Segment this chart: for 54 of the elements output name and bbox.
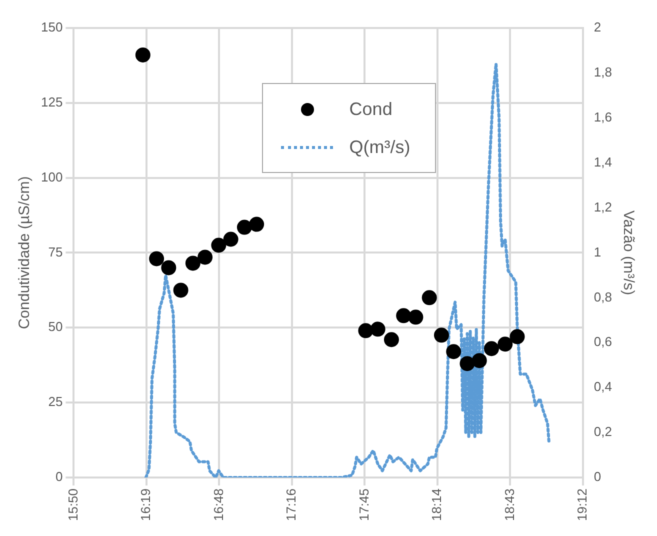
x-tick-label: 18:43 (502, 488, 517, 522)
point (472, 353, 487, 368)
x-tick-label: 16:48 (210, 488, 226, 522)
point (358, 323, 374, 338)
y2-tick-label: 0,4 (594, 379, 612, 394)
point (249, 216, 264, 232)
point (460, 356, 475, 372)
point (510, 329, 525, 344)
y-tick-label: 25 (48, 394, 63, 410)
y2-tick-label: 1 (594, 244, 602, 260)
y2-tick-label: 0 (594, 469, 602, 484)
point (370, 322, 386, 337)
point (384, 332, 399, 348)
x-tick-label: 18:14 (429, 488, 444, 522)
point (396, 308, 412, 324)
point (173, 282, 188, 298)
x-tick-label: 17:16 (284, 488, 299, 522)
point (422, 290, 437, 306)
y2-tick-label: 1,2 (594, 199, 612, 214)
y2-tick-label: 1,6 (594, 109, 612, 124)
point (161, 260, 176, 276)
x-tick-label: 16:19 (138, 488, 154, 522)
point (185, 256, 200, 271)
point (223, 232, 238, 247)
point (211, 238, 226, 253)
y-tick-label: 50 (48, 319, 63, 334)
x-tick-label: 15:50 (65, 488, 80, 522)
y-tick-label: 150 (40, 20, 63, 35)
point (434, 328, 449, 343)
y2-tick-label: 2 (594, 20, 602, 35)
line-series (144, 62, 551, 478)
x-tick-label: 19:12 (574, 488, 590, 522)
point (408, 310, 424, 325)
y-tick-label: 75 (48, 244, 63, 260)
y2-tick-label: 1,8 (594, 64, 612, 80)
point (484, 341, 499, 356)
legend-label: Cond (349, 98, 392, 120)
y-tick-label: 125 (40, 94, 63, 110)
point (498, 336, 513, 352)
point (149, 251, 164, 266)
point (446, 344, 462, 360)
x-tick-label: 17:45 (356, 488, 372, 522)
legend-label: Q(m³/s) (349, 136, 410, 158)
y-tick-label: 100 (40, 169, 63, 184)
y2-tick-label: 0,2 (594, 424, 612, 440)
y2-tick-label: 0,8 (594, 289, 612, 304)
y2-tick-label: 1,4 (594, 154, 612, 170)
y-axis-title: Condutividade (µS/cm) (16, 176, 34, 330)
y2-tick-label: 0,6 (594, 334, 612, 350)
point (198, 250, 213, 265)
y2-axis-title: Vazão (m³/s) (620, 210, 637, 296)
point (135, 47, 150, 62)
point (236, 220, 252, 235)
y-tick-label: 0 (55, 469, 63, 484)
